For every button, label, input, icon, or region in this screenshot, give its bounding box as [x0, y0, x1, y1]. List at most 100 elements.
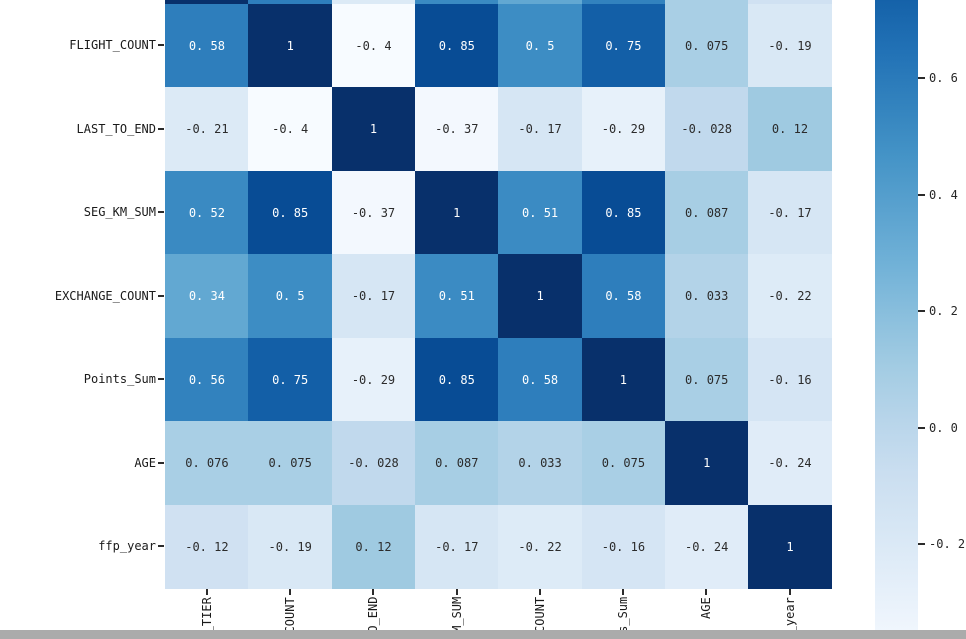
cell-value: 0. 087 — [435, 456, 479, 470]
heatmap-cell: 0. 75 — [248, 337, 333, 422]
heatmap-cell: 0. 12 — [331, 504, 416, 589]
heatmap-cell: 0. 85 — [248, 170, 333, 255]
cell-value: 0. 58 — [188, 38, 225, 53]
heatmap-cell: 0. 033 — [664, 254, 749, 338]
colorbar-tick-label: 0. 4 — [929, 187, 958, 202]
cell-value: -0. 4 — [355, 38, 392, 53]
heatmap-cell: 0. 52 — [165, 170, 249, 255]
heatmap-cell: 0. 56 — [165, 337, 249, 422]
cell-value: -0. 24 — [768, 456, 812, 470]
colorbar-tick-label: 0. 0 — [929, 420, 958, 435]
heatmap-cell: -0. 17 — [498, 87, 582, 171]
cell-value: 1 — [619, 372, 628, 387]
heatmap-cell: 1 — [248, 3, 333, 88]
heatmap-cell: 0. 075 — [664, 337, 749, 422]
heatmap-cell: -0. 028 — [331, 421, 416, 505]
cell-value: -0. 29 — [601, 122, 646, 136]
cell-value: -0. 24 — [685, 539, 729, 554]
y-tick-label-ffp_year: ffp_year — [98, 539, 156, 554]
heatmap-cell: -0. 37 — [331, 170, 416, 255]
y-tick-label-flight_count: FLIGHT_COUNT — [69, 38, 156, 53]
heatmap-cell: 1 — [498, 254, 582, 338]
heatmap-cell: 0. 58 — [165, 3, 249, 88]
colorbar-tick-label: 0. 2 — [929, 304, 958, 319]
heatmap-cell: -0. 16 — [748, 337, 832, 422]
y-tick — [158, 545, 164, 548]
heatmap-cell: -0. 19 — [748, 3, 832, 88]
heatmap-cell: -0. 21 — [165, 87, 249, 171]
cell-value: -0. 4 — [272, 122, 309, 136]
heatmap-cell: -0. 22 — [748, 254, 832, 338]
heatmap-cell: 0. 56 — [581, 0, 666, 4]
heatmap-cell: -0. 17 — [748, 170, 832, 255]
heatmap-cell: 0. 52 — [414, 0, 499, 4]
heatmap-cell: 0. 075 — [248, 421, 333, 505]
heatmap-cell: -0. 37 — [414, 87, 499, 171]
cell-value: 0. 087 — [685, 205, 729, 220]
colorbar-tick — [918, 310, 925, 313]
x-tick — [288, 589, 291, 595]
cell-value: 0. 51 — [438, 289, 475, 303]
heatmap-cell: 0. 033 — [498, 421, 582, 505]
heatmap-cell: -0. 29 — [331, 337, 416, 422]
x-tick — [372, 589, 375, 595]
horizontal-scrollbar[interactable] — [0, 630, 966, 639]
heatmap-cell: -0. 17 — [331, 254, 416, 338]
cell-value: -0. 22 — [518, 539, 562, 554]
colorbar-tick — [918, 426, 925, 429]
colorbar-tick — [918, 77, 925, 79]
cell-value: 0. 85 — [438, 372, 475, 387]
heatmap-cell: -0. 29 — [581, 87, 666, 171]
heatmap-cell: 0. 58 — [581, 254, 666, 338]
x-tick — [622, 589, 625, 595]
cell-value: 0. 033 — [685, 289, 729, 303]
heatmap-cell: -0. 12 — [165, 504, 249, 589]
cell-value: 1 — [369, 122, 378, 136]
cell-value: 0. 5 — [275, 289, 305, 303]
cell-value: -0. 16 — [601, 539, 646, 554]
heatmap-cell: -0. 24 — [748, 421, 832, 505]
x-tick — [538, 589, 541, 595]
heatmap-cell: -0. 21 — [331, 0, 416, 4]
cell-value: 0. 34 — [188, 289, 225, 303]
cell-value: 0. 52 — [188, 205, 225, 220]
cell-value: 0. 75 — [272, 372, 309, 387]
y-tick-label-exchange_count: EXCHANGE_COUNT — [54, 288, 156, 303]
cell-value: -0. 028 — [348, 456, 399, 470]
x-tick — [788, 589, 791, 595]
colorbar-tick — [918, 543, 925, 546]
heatmap-cell: -0. 12 — [748, 0, 832, 4]
heatmap-cell: 0. 075 — [581, 421, 666, 505]
cell-value: 0. 75 — [605, 38, 642, 53]
y-tick — [158, 378, 164, 381]
heatmap-cell: 1 — [748, 504, 832, 589]
y-tick-label-age: AGE — [134, 455, 156, 470]
cell-value: -0. 22 — [768, 289, 812, 303]
cell-value: -0. 37 — [435, 122, 479, 136]
heatmap-cell: 0. 5 — [248, 254, 333, 338]
cell-value: -0. 17 — [518, 122, 562, 136]
heatmap-cell: 0. 34 — [165, 254, 249, 338]
colorbar-tick — [918, 193, 925, 196]
y-tick — [158, 294, 164, 297]
heatmap-cell: -0. 19 — [248, 504, 333, 589]
heatmap-cell: 0. 75 — [581, 3, 666, 88]
cell-value: 0. 075 — [268, 456, 312, 470]
cell-value: -0. 29 — [351, 372, 396, 387]
cell-value: -0. 16 — [768, 372, 812, 387]
heatmap-cell: -0. 4 — [248, 87, 333, 171]
cell-value: 1 — [703, 456, 711, 470]
heatmap-cell: 0. 087 — [414, 421, 499, 505]
cell-value: 0. 076 — [185, 456, 229, 470]
colorbar-tick-label: -0. 2 — [929, 537, 966, 552]
cell-value: 0. 58 — [605, 289, 642, 303]
heatmap-cell: -0. 22 — [498, 504, 582, 589]
cell-value: 0. 033 — [518, 456, 562, 470]
heatmap-cell: -0. 028 — [664, 87, 749, 171]
y-tick-label-seg_km_sum: SEG_KM_SUM — [83, 205, 156, 220]
heatmap-cell: 0. 51 — [498, 170, 582, 255]
cell-value: 0. 5 — [525, 38, 555, 53]
cell-value: -0. 19 — [268, 539, 312, 554]
heatmap-cell: 0. 12 — [748, 87, 832, 171]
cell-value: 1 — [286, 38, 294, 53]
